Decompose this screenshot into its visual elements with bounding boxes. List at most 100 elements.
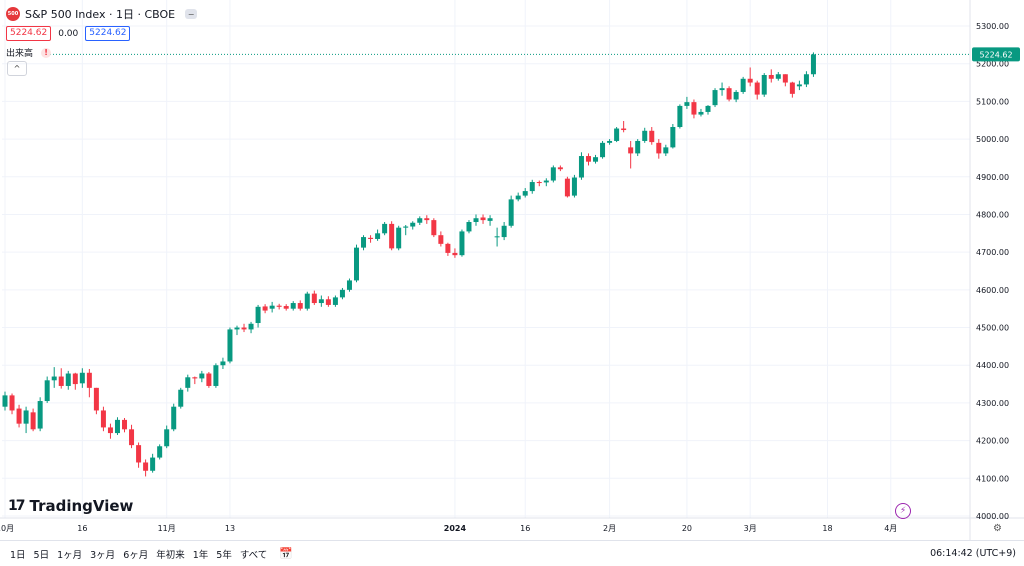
candle-body [241, 327, 247, 330]
candle-body [304, 293, 310, 309]
range-button[interactable]: 1ヶ月 [57, 549, 83, 561]
candle-body [550, 167, 556, 181]
candle-body [747, 78, 753, 83]
tradingview-logo-icon: 17 [8, 498, 26, 514]
candle [649, 127, 655, 145]
candle-body [796, 84, 802, 87]
candle [318, 295, 324, 307]
candle-body [136, 445, 142, 463]
candle [396, 225, 402, 251]
candle-body [663, 147, 669, 154]
candle-body [473, 218, 479, 222]
x-tick-label: 3月 [744, 524, 757, 533]
candle-body [143, 462, 149, 471]
candle-body [698, 111, 704, 115]
candle-body [9, 395, 15, 411]
candle-body [768, 75, 774, 79]
range-button[interactable]: 年初来 [156, 549, 185, 561]
candle-body [164, 429, 170, 447]
candle-body [607, 140, 613, 143]
candle-body [332, 297, 338, 305]
range-button[interactable]: 5年 [216, 549, 232, 561]
candle [564, 176, 570, 198]
candle-body [712, 90, 718, 106]
candle [220, 357, 226, 369]
x-tick-label: 18 [822, 524, 832, 533]
candle [136, 442, 142, 468]
legend-toggle-button[interactable]: ^ [7, 61, 27, 76]
bolt-icon[interactable]: ⚡ [895, 503, 911, 519]
candles-group [2, 52, 816, 477]
candle-body [480, 217, 486, 221]
gear-icon[interactable]: ⚙ [993, 523, 1002, 534]
candle [417, 216, 423, 226]
candle [410, 221, 416, 230]
candle [241, 323, 247, 333]
candle [164, 425, 170, 449]
y-tick-label: 4500.00 [976, 324, 1009, 333]
candle [283, 304, 289, 311]
collapse-icon[interactable]: − [185, 9, 198, 19]
candle [178, 387, 184, 409]
candle [614, 127, 620, 143]
candle [199, 370, 205, 383]
x-tick-label: 2月 [603, 524, 616, 533]
candle [122, 418, 128, 433]
candle [726, 86, 732, 102]
range-button[interactable]: 1年 [192, 549, 209, 561]
candle-body [508, 199, 514, 226]
candle [473, 214, 479, 226]
candle [297, 300, 303, 311]
candle-body [593, 157, 599, 162]
candle [585, 153, 591, 166]
y-tick-label: 4100.00 [976, 474, 1009, 483]
candle [670, 124, 676, 149]
candle-body [691, 102, 697, 115]
candle [311, 290, 317, 305]
candle [452, 248, 458, 258]
candle-body [649, 130, 655, 143]
candle-body [44, 380, 50, 402]
candle-body [269, 305, 275, 309]
tradingview-logo[interactable]: 17 TradingView [8, 497, 133, 515]
symbol-title[interactable]: S&P 500 Index · 1日 · CBOE [25, 8, 176, 21]
candle [536, 180, 542, 187]
candle-body [276, 305, 282, 307]
candle [515, 192, 521, 202]
candle-body [389, 223, 395, 249]
clock-display[interactable]: 06:14:42 (UTC+9) [930, 548, 1016, 559]
range-button[interactable]: 5日 [33, 549, 50, 561]
candle [635, 139, 641, 157]
candle-body [438, 235, 444, 244]
candle [23, 406, 29, 434]
candle-body [761, 75, 767, 95]
candle-body [129, 429, 135, 446]
candle-body [361, 237, 367, 248]
symbol-logo-icon: 500 [6, 7, 20, 21]
candle [65, 370, 71, 390]
candle-body [789, 82, 795, 94]
candle [424, 215, 430, 224]
candle [382, 222, 388, 236]
candlestick-chart[interactable]: 4000.00 4100.00 4200.00 4300.00 4400.00 4500.… [0, 0, 1024, 540]
y-tick-label: 4600.00 [976, 286, 1009, 295]
candle-body [585, 156, 591, 162]
warning-icon[interactable]: ! [41, 47, 52, 58]
candle-body [494, 236, 500, 238]
range-button[interactable]: 3ヶ月 [90, 549, 116, 561]
candle-body [368, 237, 374, 239]
last-price-tag-text: 5224.62 [979, 50, 1012, 59]
candle [684, 96, 690, 109]
range-button[interactable]: 1日 [10, 549, 26, 561]
candle-body [536, 182, 542, 184]
range-button[interactable]: すべて [239, 549, 268, 561]
range-button[interactable]: 6ヶ月 [123, 549, 149, 561]
candle-body [220, 361, 226, 366]
y-tick-label: 4000.00 [976, 512, 1009, 521]
candle-body [600, 142, 606, 158]
volume-legend[interactable]: 出来高 ! [6, 46, 52, 59]
candle [339, 287, 345, 300]
candle-body [93, 387, 99, 411]
calendar-icon[interactable]: 📅 [279, 547, 294, 560]
candle [51, 367, 57, 388]
